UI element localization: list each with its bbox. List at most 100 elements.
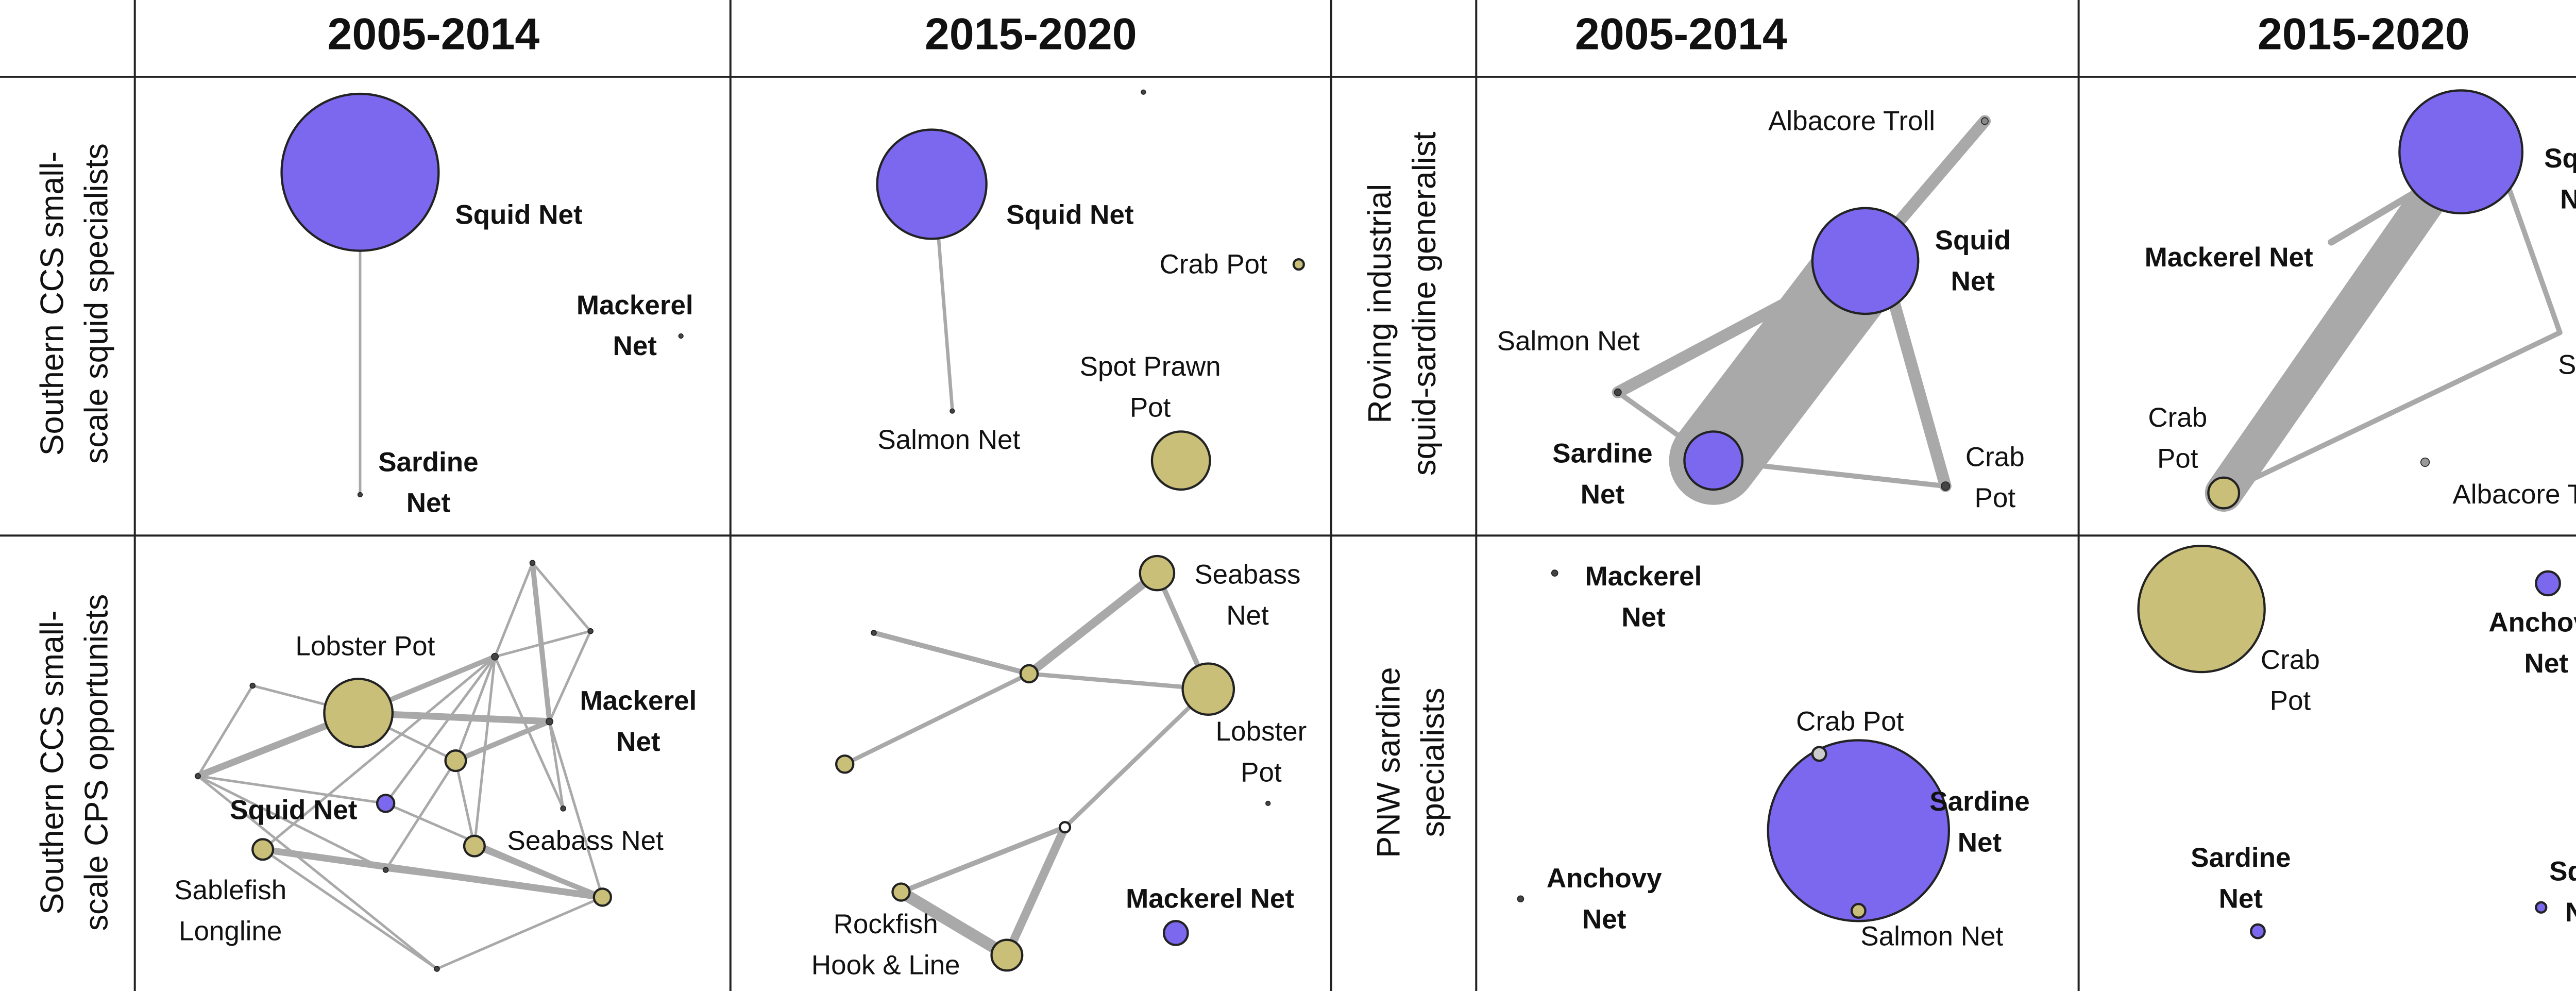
network-edge [261,848,438,970]
network-edge [261,655,497,851]
network-edge [196,775,387,805]
network-node [1265,800,1271,807]
network-node [1517,895,1524,903]
node-label: Squid [1935,225,2011,256]
network-node [491,652,499,661]
node-label: Hook & Line [811,950,960,981]
node-label: Sablefish [174,875,286,905]
row-label: scale CPS opportunists [79,594,115,931]
node-label: Spot Prawn [1080,351,1221,382]
network-edge [454,655,497,762]
column-header: 2015-2020 [2258,10,2470,59]
node-label: Salmon Net [1497,326,1640,356]
network-edge [937,237,954,411]
network-node [1683,430,1744,491]
network-edge [384,655,497,805]
network-edge [196,684,254,778]
row-label: scale squid specialists [79,143,115,464]
node-label: Crab [2261,645,2320,675]
node-label: Pot [2270,686,2311,716]
node-label: Net [616,727,660,757]
network-node [529,560,536,566]
network-node [463,834,486,858]
network-node [876,128,988,240]
network-node [871,630,877,636]
column-header: 2005-2014 [327,10,539,59]
network-edge [196,775,438,970]
network-node [434,966,440,972]
network-node [382,867,389,873]
node-label: Mackerel [580,686,697,716]
node-label: Net [2524,648,2568,679]
node-label: Net [2560,184,2576,215]
node-label: Mackerel [1585,561,1702,592]
node-label: Salmon Net [1860,921,2003,951]
node-label: Salmon [2558,350,2576,380]
network-node [2535,570,2561,597]
network-edge [2221,330,2563,496]
network-edge [384,868,604,899]
network-panel: Squid Net Crab Pot Spot Prawn Pot Salmon Net [876,89,1305,491]
network-node [323,678,394,748]
network-edge [454,759,476,848]
network-edge [384,759,457,871]
network-edge [1027,671,1211,692]
node-label: Squid Net [1006,199,1133,230]
node-label: Albacore Troll [1768,106,1935,136]
network-edge [548,720,604,899]
network-node [2137,544,2266,674]
row-label: Southern CCS small- [35,152,71,456]
network-node [678,333,684,339]
network-node [1850,903,1867,919]
network-node [560,805,566,812]
network-node [1811,207,1920,315]
network-node [2250,923,2266,939]
node-label: Net [2565,897,2576,928]
network-edge [2328,184,2427,246]
node-label: Net [1951,266,1995,296]
node-label: Salmon Net [877,425,1020,455]
network-node [280,92,440,252]
network-node [1551,569,1558,577]
network-node [592,887,613,907]
network-node [891,882,911,902]
node-label: Squid Net [455,199,582,230]
row-label: specialists [1415,687,1451,837]
row-label: Southern CCS small- [35,610,71,915]
network-node [444,749,467,772]
node-label: Mackerel Net [1126,884,1294,914]
network-panel: Lobster Pot Mackerel Net Squid Net Seabass N… [174,560,697,972]
node-label: Seabass [1194,560,1300,590]
network-node [1058,821,1072,834]
network-edge [1062,687,1211,830]
network-edge [471,843,605,900]
network-node [950,408,955,414]
node-label: Anchovy [1547,863,1662,894]
node-label: Squid Net [230,795,357,825]
network-edge [196,775,387,871]
network-node [1941,481,1951,491]
node-label: Crab Pot [1796,706,1904,736]
column-header: 2005-2014 [1575,10,1787,59]
network-node [990,938,1024,972]
node-label: Net [1581,479,1624,510]
network-edge [842,671,1031,766]
network-node [1181,662,1235,716]
node-label: Net [1621,602,1665,632]
network-edge [435,896,604,970]
network-edge [530,560,552,725]
network-node [251,838,275,861]
network-edge [1025,568,1162,678]
network-edge [453,719,552,764]
network-panel: Albacore Troll Squid Net Salmon Net Sardine N… [1497,106,2025,513]
network-node [1139,555,1176,592]
network-node [587,628,594,634]
node-label: Crab Pot [1160,249,1267,279]
network-node [195,773,201,779]
network-edge [1710,458,1948,489]
node-label: Squid [2549,856,2576,887]
network-node [2535,901,2548,914]
network-node [1019,664,1039,684]
